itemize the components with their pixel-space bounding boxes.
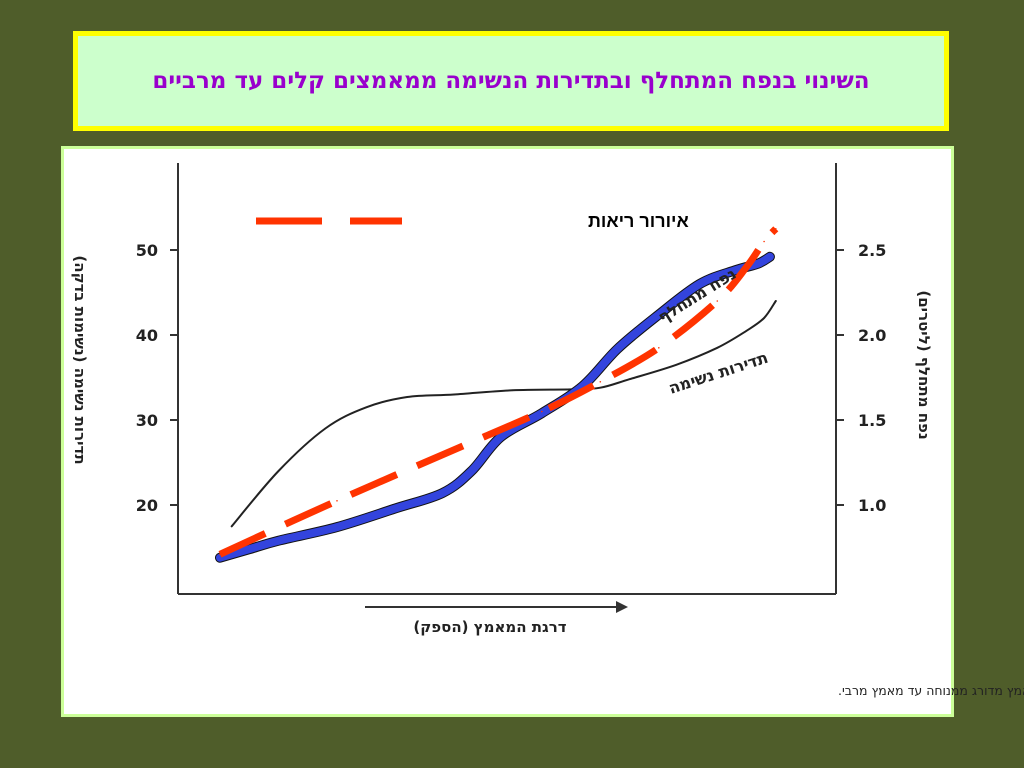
- data-point: [277, 539, 280, 542]
- data-point: [219, 556, 221, 559]
- data-point: [658, 313, 660, 316]
- x-axis-title: דרגת המאמץ (הספק): [413, 618, 566, 636]
- y-right-tick-label: 2.5: [858, 241, 886, 260]
- data-point: [277, 470, 280, 472]
- data-point: [775, 228, 777, 230]
- data-point: [453, 449, 455, 451]
- data-point: [511, 389, 514, 392]
- y-right-tick-label: 1.5: [858, 411, 886, 430]
- data-point: [336, 526, 338, 528]
- data-point: [541, 412, 543, 415]
- y-right-tick-label: 1.0: [858, 496, 886, 515]
- data-point: [248, 548, 251, 550]
- series-ventilation-line: [218, 226, 779, 558]
- slide-title-box: השינוי בנפח המתחלף ובתדירות הנשימה ממאמצ…: [73, 31, 949, 131]
- data-point: [763, 240, 765, 243]
- data-point: [745, 266, 748, 268]
- data-point: [406, 396, 409, 398]
- data-point: [734, 269, 736, 272]
- data-point: [541, 410, 543, 413]
- data-point: [500, 436, 502, 438]
- data-point: [365, 406, 368, 409]
- data-point: [763, 317, 765, 319]
- y-left-axis-title: תדירות נשימה (נשימות בדקה): [71, 255, 89, 464]
- data-point: [230, 525, 233, 528]
- y-right-tick-label: 2.0: [858, 326, 886, 345]
- data-point: [470, 470, 473, 472]
- series-layer: [215, 226, 779, 563]
- data-point: [757, 262, 759, 265]
- data-point: [324, 427, 327, 430]
- data-point: [775, 300, 777, 302]
- data-point: [599, 386, 602, 389]
- y-right-ticks: 2.5 2.0 1.5 1.0: [836, 241, 886, 515]
- data-point: [336, 500, 338, 502]
- y-right-axis-title: נפח מתחלף (ליטרים): [915, 290, 933, 439]
- data-point: [617, 347, 619, 350]
- x-axis-arrowhead: [616, 601, 628, 613]
- series-label: תדירות נשימה: [666, 348, 770, 398]
- y-left-tick-label: 20: [136, 496, 158, 515]
- y-left-tick-label: 40: [136, 326, 158, 345]
- y-left-ticks: 50 40 30 20: [136, 241, 178, 515]
- figure-caption: איור 19: השינוי בנפח המתחלף ובתדירות הנש…: [838, 683, 1024, 698]
- data-point: [745, 330, 748, 332]
- data-point: [716, 347, 719, 349]
- data-point: [716, 300, 719, 302]
- data-point: [769, 255, 771, 258]
- data-point: [658, 347, 660, 349]
- data-point: [599, 381, 602, 383]
- data-point: [698, 283, 701, 285]
- data-point: [453, 393, 455, 396]
- data-point: [581, 385, 584, 387]
- data-point: [441, 492, 444, 494]
- data-point: [628, 378, 631, 381]
- y-left-tick-label: 50: [136, 241, 158, 260]
- data-point: [394, 507, 397, 510]
- data-point: [219, 553, 221, 556]
- legend-label: איורור ריאות: [588, 211, 689, 231]
- series-breathing-rate-line: [230, 300, 777, 528]
- slide-title: השינוי בנפח המתחלף ובתדירות הנשימה ממאמצ…: [152, 68, 870, 94]
- y-left-tick-label: 30: [136, 411, 158, 430]
- data-point: [675, 364, 678, 366]
